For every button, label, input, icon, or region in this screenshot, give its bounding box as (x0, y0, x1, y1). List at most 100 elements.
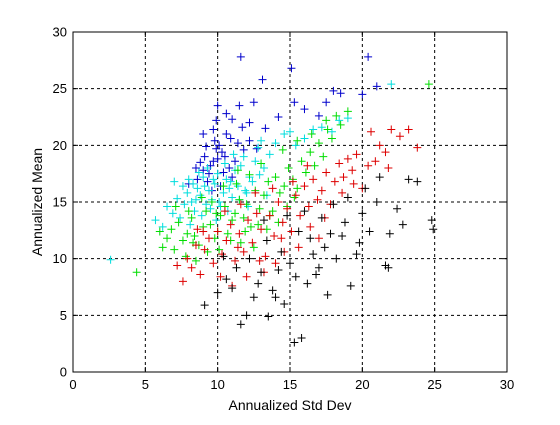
data-point (280, 182, 289, 191)
data-point (381, 148, 390, 157)
data-point (212, 209, 221, 218)
data-point (213, 227, 222, 236)
data-point (213, 154, 222, 163)
data-point (155, 227, 164, 236)
data-point (235, 229, 244, 238)
data-point (364, 161, 373, 170)
data-point (187, 263, 196, 272)
data-point (200, 182, 209, 191)
data-point (202, 142, 211, 151)
data-point (222, 275, 231, 284)
data-point (173, 261, 182, 270)
data-point (203, 177, 212, 186)
data-point (193, 184, 202, 193)
data-point (241, 227, 250, 236)
data-point (236, 238, 245, 247)
data-point (231, 209, 240, 218)
data-point (167, 225, 176, 234)
data-point (219, 188, 228, 197)
data-point (309, 175, 318, 184)
data-point (338, 232, 347, 240)
data-point (326, 229, 335, 238)
data-point (304, 202, 313, 211)
data-point (314, 139, 323, 148)
data-point (204, 234, 213, 243)
x-tick-label: 20 (355, 377, 369, 392)
data-point (300, 134, 309, 143)
data-point (296, 211, 305, 220)
data-point (251, 157, 260, 166)
data-point (132, 268, 141, 277)
data-point (372, 198, 381, 206)
data-point (241, 186, 250, 195)
y-tick-label: 5 (60, 308, 67, 323)
data-point (385, 229, 394, 238)
data-point (280, 300, 289, 308)
data-point (245, 118, 254, 127)
data-point (364, 52, 373, 61)
data-point (170, 245, 179, 254)
data-point (197, 193, 206, 202)
data-point (233, 166, 242, 175)
data-point (343, 114, 352, 123)
data-point (372, 82, 381, 91)
data-point (312, 270, 321, 279)
data-point (245, 254, 254, 263)
data-point (207, 198, 216, 206)
data-point (323, 125, 332, 134)
data-point (319, 152, 328, 161)
data-point (275, 188, 284, 197)
data-point (371, 157, 380, 166)
data-point (274, 113, 283, 121)
data-point (327, 134, 336, 143)
data-point (178, 182, 187, 191)
data-point (258, 75, 267, 84)
data-point (323, 290, 332, 299)
data-point (384, 263, 393, 272)
data-point (307, 130, 316, 138)
data-point (291, 272, 300, 281)
data-point (287, 64, 296, 73)
data-point (358, 90, 367, 99)
y-tick-label: 10 (53, 251, 67, 266)
data-point (239, 247, 248, 256)
data-point (329, 200, 338, 209)
data-point (270, 232, 279, 240)
data-point (222, 109, 231, 118)
data-point (249, 243, 258, 252)
data-point (314, 234, 323, 243)
data-point (183, 188, 192, 197)
data-point (196, 270, 205, 279)
axis-ticks: 0 5 10 15 20 25 30 0 5 10 15 20 25 30 (53, 25, 515, 393)
data-point (349, 179, 358, 188)
data-point (251, 188, 260, 197)
data-point (215, 198, 224, 206)
data-point (158, 243, 167, 252)
data-point (213, 101, 222, 110)
data-point (322, 116, 331, 125)
data-point (348, 166, 357, 175)
data-point (283, 211, 292, 220)
data-point (187, 198, 196, 206)
data-point (200, 301, 209, 310)
data-point (197, 211, 206, 220)
data-point (225, 184, 234, 193)
data-point (239, 145, 248, 154)
data-point (242, 272, 251, 281)
data-point (249, 98, 258, 107)
grid-lines (73, 32, 507, 372)
data-point (259, 164, 268, 172)
data-point (268, 207, 277, 216)
data-point (277, 247, 286, 256)
data-point (191, 256, 200, 265)
data-point (235, 195, 244, 204)
x-tick-label: 25 (427, 377, 441, 392)
data-point (257, 136, 266, 145)
data-point (244, 216, 253, 225)
data-point (309, 125, 318, 134)
data-point (231, 157, 240, 166)
data-point (262, 236, 271, 245)
data-point (222, 175, 231, 184)
data-point (252, 209, 261, 218)
